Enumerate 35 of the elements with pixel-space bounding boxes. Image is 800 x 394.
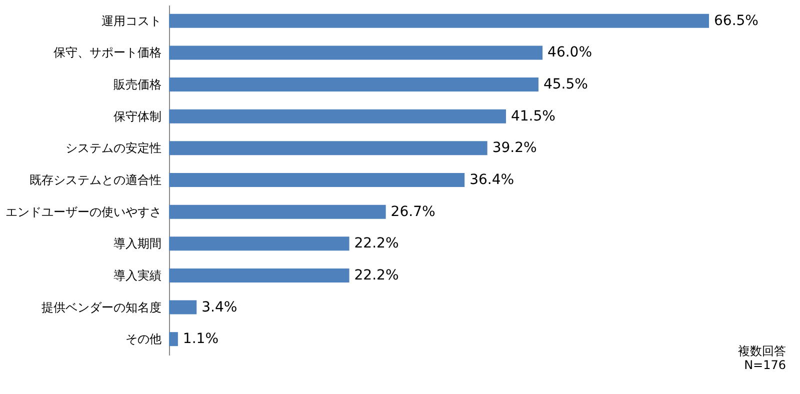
data-label: 1.1% xyxy=(182,331,219,348)
y-tick-label: その他 xyxy=(126,332,162,346)
y-tick-label: 導入実績 xyxy=(114,268,162,282)
y-tick-label: 導入期間 xyxy=(114,236,162,251)
data-label: 39.2% xyxy=(492,140,537,156)
data-label: 3.4% xyxy=(202,299,238,316)
data-label: 26.7% xyxy=(390,204,436,220)
y-tick-label: 運用コスト xyxy=(102,14,162,28)
bar xyxy=(169,141,488,156)
data-label: 46.0% xyxy=(548,44,592,61)
data-label: 36.4% xyxy=(470,172,514,188)
data-label: 45.5% xyxy=(543,76,588,93)
data-label: 22.2% xyxy=(354,236,399,252)
y-tick-label: 販売価格 xyxy=(114,78,162,92)
bar xyxy=(169,236,350,251)
bar xyxy=(169,332,178,346)
bar xyxy=(169,109,506,124)
y-tick-label: 既存システムとの適合性 xyxy=(30,173,162,187)
y-tick-label: システムの安定性 xyxy=(66,141,162,156)
data-label: 22.2% xyxy=(354,267,399,284)
text: 複数回答 xyxy=(738,344,786,358)
y-tick-label: 提供ベンダーの知名度 xyxy=(42,300,162,314)
data-label: 66.5% xyxy=(714,12,758,29)
bar xyxy=(169,78,538,92)
text: N=176 xyxy=(743,358,786,372)
bar xyxy=(169,46,543,60)
bar xyxy=(169,173,465,187)
y-tick-label: 保守、サポート価格 xyxy=(54,46,162,60)
bar xyxy=(169,268,350,282)
bar xyxy=(169,204,386,219)
y-tick-label: 保守体制 xyxy=(114,109,162,124)
bar xyxy=(169,300,197,314)
data-label: 41.5% xyxy=(510,108,556,124)
y-tick-label: エンドユーザーの使いやすさ xyxy=(6,204,162,219)
bar xyxy=(169,14,709,28)
